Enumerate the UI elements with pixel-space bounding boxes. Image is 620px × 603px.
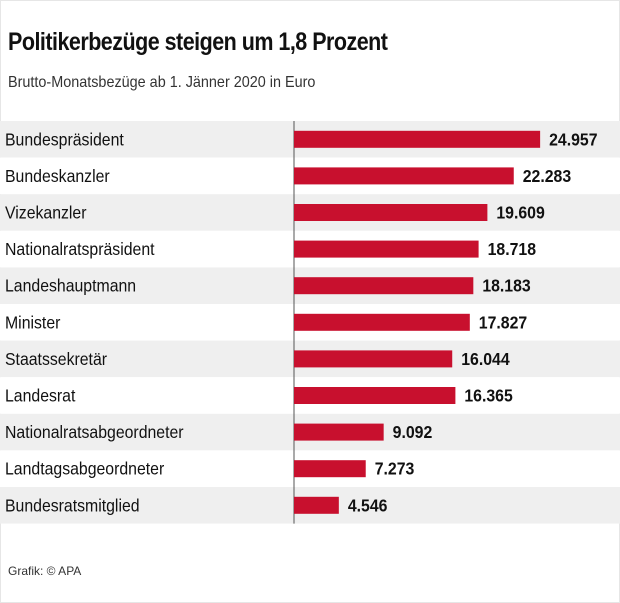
category-label: Landesrat bbox=[5, 386, 76, 406]
category-label: Nationalratspräsident bbox=[5, 239, 155, 259]
category-label: Bundespräsident bbox=[5, 129, 124, 149]
chart-title: Politikerbezüge steigen um 1,8 Prozent bbox=[8, 28, 388, 56]
value-label: 19.609 bbox=[496, 203, 544, 223]
bar bbox=[294, 204, 488, 221]
bar bbox=[294, 460, 366, 478]
bar bbox=[294, 167, 514, 185]
value-label: 7.273 bbox=[375, 459, 415, 479]
bar bbox=[294, 350, 453, 368]
value-label: 9.092 bbox=[393, 422, 433, 442]
value-label: 16.365 bbox=[464, 386, 512, 406]
bar bbox=[294, 130, 541, 148]
category-label: Vizekanzler bbox=[5, 203, 87, 223]
value-label: 18.718 bbox=[488, 239, 536, 259]
value-label: 24.957 bbox=[549, 129, 597, 149]
category-label: Landeshauptmann bbox=[5, 276, 136, 296]
category-label: Staatssekretär bbox=[5, 349, 107, 369]
value-label: 16.044 bbox=[461, 349, 510, 369]
value-label: 18.183 bbox=[482, 276, 530, 296]
bar bbox=[294, 277, 474, 295]
bar bbox=[294, 387, 456, 404]
source-credit: Grafik: © APA bbox=[8, 564, 82, 578]
category-label: Minister bbox=[5, 312, 61, 332]
bar bbox=[294, 240, 479, 258]
category-label: Bundeskanzler bbox=[5, 166, 110, 186]
bar bbox=[294, 423, 384, 441]
category-label: Bundesratsmitglied bbox=[5, 495, 140, 515]
category-label: Nationalratsabgeordneter bbox=[5, 422, 184, 442]
value-label: 17.827 bbox=[479, 312, 527, 332]
chart-subtitle: Brutto-Monatsbezüge ab 1. Jänner 2020 in… bbox=[8, 74, 316, 91]
category-label: Landtagsabgeordneter bbox=[5, 459, 165, 479]
bar bbox=[294, 313, 470, 331]
value-label: 4.546 bbox=[348, 495, 388, 515]
value-label: 22.283 bbox=[523, 166, 571, 186]
bar bbox=[294, 496, 339, 514]
